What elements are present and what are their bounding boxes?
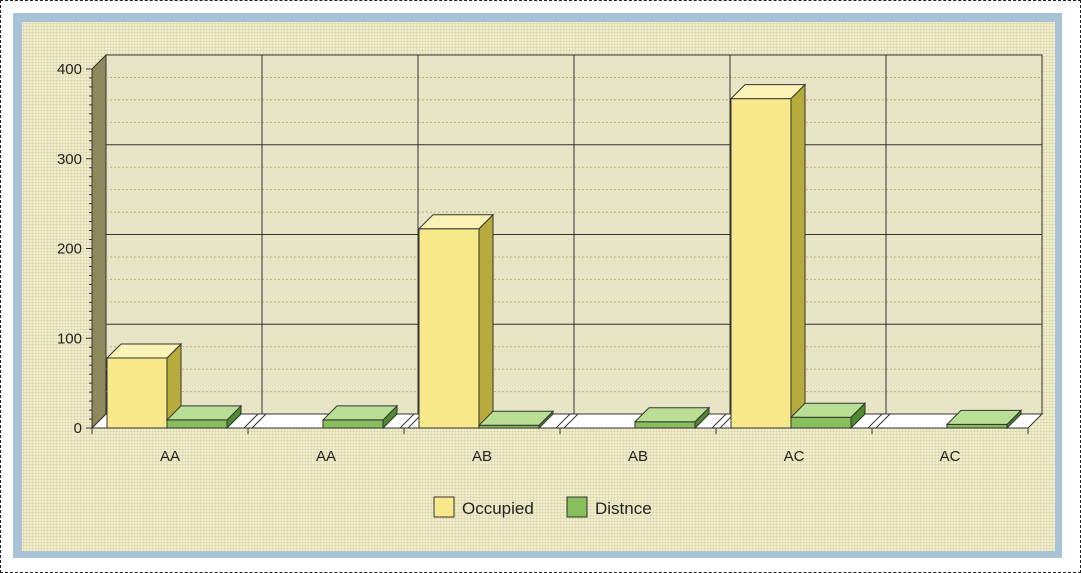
bar-top [945,409,1023,425]
bar-top [633,407,711,423]
plot-side-wall [91,53,107,430]
bar-front [166,419,228,429]
floor-divider [251,413,267,429]
x-tick-label: AB [472,448,492,465]
legend-item-distance: Distnce [566,496,652,518]
bar-top [789,402,867,418]
x-tick-label: AC [940,448,961,465]
bar-front [730,98,792,429]
bar-front [418,228,480,429]
floor-divider [563,413,579,429]
floor-divider [867,413,883,429]
bar-front [790,416,852,429]
bar-occupied [105,342,183,430]
y-tick-label: 0 [74,420,82,437]
bar-top [321,405,399,421]
y-tick-label: 100 [57,330,82,347]
bar-distance [477,410,555,430]
bar-side [478,213,494,430]
legend-item-occupied: Occupied [433,496,534,518]
bar-distance [945,409,1023,430]
y-tick-label: 400 [57,61,82,78]
x-tick-label: AA [160,448,180,465]
bar-side [790,83,806,430]
bar-front [634,421,696,429]
y-tick-label: 200 [57,241,82,258]
x-tick-label: AB [628,448,648,465]
bar-top [477,410,555,426]
bar-top [165,405,243,421]
bar-top [105,343,183,359]
legend-label: Occupied [462,499,534,518]
bar-distance [633,406,711,430]
legend-swatch [433,496,455,518]
bar-top [417,214,495,230]
y-tick-label: 300 [57,151,82,168]
bar-occupied [729,83,807,430]
floor-divider [243,413,259,429]
floor-divider [875,413,891,429]
bar-front [322,419,384,429]
x-tick-label: AC [784,448,805,465]
floor-divider [399,413,415,429]
bar-distance [789,402,867,430]
bar-front [946,423,1008,429]
legend-label: Distnce [595,499,652,518]
floor-divider [711,413,727,429]
x-tick-label: AA [316,448,336,465]
bar-top [729,84,807,100]
bar-occupied [417,213,495,430]
floor-divider [555,413,571,429]
bar-distance [321,404,399,430]
legend-swatch [566,496,588,518]
bar-distance [165,404,243,430]
bar-front [106,357,168,429]
